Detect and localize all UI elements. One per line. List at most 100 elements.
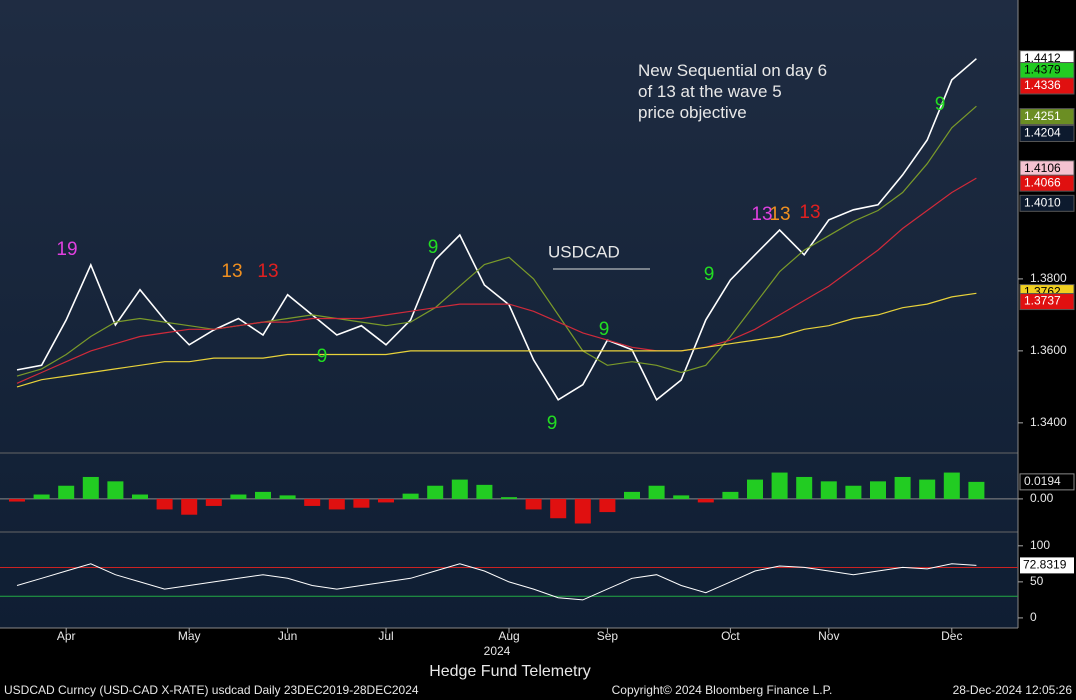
price-tag bbox=[1019, 194, 1075, 212]
bar bbox=[353, 498, 370, 508]
y-tick-label: 100 bbox=[1030, 538, 1050, 552]
x-tick-label: Sep bbox=[597, 629, 619, 643]
bar bbox=[550, 498, 567, 519]
sequential-count: 19 bbox=[56, 239, 77, 260]
bar bbox=[9, 498, 25, 502]
bar bbox=[894, 476, 911, 499]
price-tag bbox=[1019, 77, 1075, 95]
bar bbox=[427, 485, 444, 499]
sequential-count: 9 bbox=[935, 94, 946, 115]
footer-copyright: Copyright© 2024 Bloomberg Finance L.P. bbox=[612, 683, 833, 697]
price-tag bbox=[1019, 125, 1075, 143]
x-tick-label: Oct bbox=[721, 629, 740, 643]
sequential-count: 9 bbox=[599, 319, 610, 340]
price-tag-label: 1.4066 bbox=[1024, 175, 1061, 189]
x-tick-label: Jul bbox=[378, 629, 393, 643]
bar bbox=[82, 476, 99, 499]
sequential-count: 13 bbox=[257, 261, 278, 282]
annotation: New Sequential on day 6 of 13 at the wave… bbox=[638, 61, 827, 122]
price-tag-label: 1.4251 bbox=[1024, 109, 1061, 123]
footer-title: Hedge Fund Telemetry bbox=[429, 663, 591, 680]
sequential-count: 13 bbox=[751, 204, 772, 225]
bar bbox=[968, 481, 985, 499]
last-tag bbox=[1019, 473, 1075, 491]
footer-background bbox=[0, 628, 1076, 700]
bar bbox=[181, 498, 198, 515]
price-tag-label: 1.3737 bbox=[1024, 294, 1061, 308]
bar bbox=[279, 495, 296, 499]
y-tick-label: 0.00 bbox=[1030, 491, 1054, 505]
price-tag bbox=[1019, 174, 1075, 192]
bar bbox=[796, 476, 813, 499]
bar bbox=[476, 484, 493, 499]
bar bbox=[870, 481, 886, 499]
footer-timestamp: 28-Dec-2024 12:05:26 bbox=[953, 683, 1073, 697]
bar bbox=[820, 481, 837, 499]
bar bbox=[501, 497, 517, 499]
price-line bbox=[16, 177, 977, 384]
bar bbox=[402, 493, 419, 499]
bar bbox=[943, 472, 960, 499]
bar bbox=[697, 498, 714, 503]
y-tick-label: 1.3800 bbox=[1030, 271, 1067, 285]
x-tick-label: Nov bbox=[818, 629, 839, 643]
bar bbox=[205, 498, 222, 506]
sequential-count: 9 bbox=[547, 413, 558, 434]
y-tick-label: 50 bbox=[1030, 574, 1044, 588]
price-tag bbox=[1019, 108, 1075, 126]
bar bbox=[328, 498, 345, 510]
price-tag-label: 1.4106 bbox=[1024, 161, 1061, 175]
bar bbox=[599, 498, 616, 513]
bar bbox=[722, 491, 739, 499]
x-tick-label: Aug bbox=[498, 629, 519, 643]
bar bbox=[648, 485, 665, 499]
bar bbox=[624, 491, 640, 499]
y-tick-label: 1.3400 bbox=[1030, 415, 1067, 429]
x-tick-label: Apr bbox=[57, 629, 76, 643]
sequential-count: 9 bbox=[428, 237, 439, 258]
rsi-line bbox=[16, 563, 977, 601]
y-tick-label: 0 bbox=[1030, 610, 1037, 624]
price-tag-label: 1.4336 bbox=[1024, 78, 1061, 92]
last-tag-label: 0.0194 bbox=[1024, 474, 1061, 488]
sequential-count: 13 bbox=[221, 261, 242, 282]
bar bbox=[107, 481, 124, 499]
footer-left: USDCAD Curncy (USD-CAD X-RATE) usdcad Da… bbox=[4, 683, 419, 697]
x-tick-label: May bbox=[178, 629, 201, 643]
chart-title: USDCAD bbox=[548, 242, 620, 261]
x-tick-label: Jun bbox=[278, 629, 297, 643]
bar bbox=[132, 494, 148, 499]
last-tag bbox=[1020, 557, 1074, 574]
price-line bbox=[16, 292, 977, 388]
sequential-count: 13 bbox=[769, 204, 790, 225]
sequential-count: 13 bbox=[799, 202, 820, 223]
price-tag-label: 1.4010 bbox=[1024, 195, 1061, 209]
price-tag-label: 1.4379 bbox=[1024, 63, 1061, 77]
bar bbox=[58, 485, 75, 499]
last-tag-label: 72.8319 bbox=[1023, 558, 1067, 572]
bar bbox=[574, 498, 591, 524]
bar bbox=[845, 485, 862, 499]
axis-background bbox=[1018, 0, 1076, 628]
price-tag-label: 1.4204 bbox=[1024, 126, 1061, 140]
bar bbox=[156, 498, 173, 510]
bar bbox=[378, 498, 394, 503]
bar bbox=[33, 494, 50, 499]
bar bbox=[771, 472, 788, 499]
x-tick-label: Dec bbox=[941, 629, 962, 643]
bar bbox=[304, 498, 321, 506]
bar bbox=[525, 498, 542, 510]
sequential-count: 9 bbox=[317, 346, 328, 367]
price-tag-label: 1.4412 bbox=[1024, 51, 1061, 65]
price-line bbox=[16, 58, 977, 402]
year-label: 2024 bbox=[484, 644, 511, 658]
y-tick-label: 1.3600 bbox=[1030, 343, 1067, 357]
price-tag bbox=[1019, 293, 1075, 311]
price-line bbox=[16, 105, 977, 377]
bar bbox=[451, 479, 468, 499]
bar bbox=[747, 479, 763, 499]
bar bbox=[255, 491, 271, 499]
bar bbox=[230, 494, 247, 499]
